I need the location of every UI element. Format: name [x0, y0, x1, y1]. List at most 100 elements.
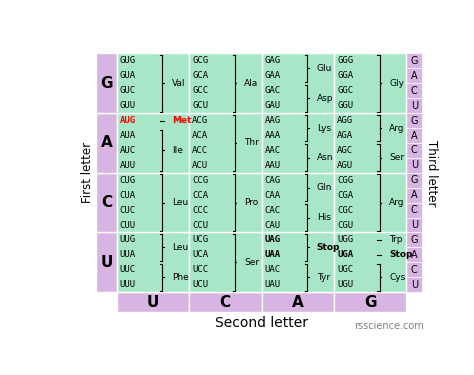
Text: UGC: UGC	[337, 265, 353, 274]
Text: Cys: Cys	[389, 273, 406, 282]
Text: Pro: Pro	[244, 198, 259, 207]
Text: AAC: AAC	[264, 146, 281, 155]
Text: Val: Val	[172, 79, 185, 88]
Text: Arg: Arg	[389, 198, 405, 207]
Bar	[406, 248, 422, 262]
Bar	[334, 173, 406, 232]
Text: C: C	[411, 205, 418, 215]
Text: A: A	[411, 130, 418, 141]
Text: C: C	[220, 295, 231, 310]
Text: AUG: AUG	[120, 116, 136, 125]
Text: C: C	[411, 86, 418, 96]
Text: UCC: UCC	[192, 265, 208, 274]
Bar	[406, 128, 422, 143]
Bar	[262, 232, 334, 292]
Text: CUU: CUU	[120, 220, 136, 230]
Text: Ser: Ser	[244, 258, 259, 267]
Text: A: A	[411, 190, 418, 200]
Text: AUA: AUA	[120, 131, 136, 140]
Text: CCU: CCU	[192, 220, 208, 230]
Text: UCA: UCA	[192, 251, 208, 260]
Bar	[117, 232, 189, 292]
Text: UAG: UAG	[264, 236, 281, 244]
Bar	[406, 113, 422, 128]
Bar	[406, 98, 422, 113]
Text: C: C	[411, 265, 418, 275]
Text: Met: Met	[172, 116, 191, 125]
Text: rsscience.com: rsscience.com	[354, 321, 423, 331]
Text: GGG: GGG	[337, 56, 353, 65]
Bar	[406, 83, 422, 98]
Text: GUA: GUA	[120, 71, 136, 80]
Bar	[334, 292, 406, 312]
Text: UGU: UGU	[337, 280, 353, 289]
Text: G: G	[410, 235, 418, 245]
Text: UAA: UAA	[264, 251, 281, 260]
Text: His: His	[317, 213, 331, 222]
Text: AAA: AAA	[264, 131, 281, 140]
Text: Stop: Stop	[389, 251, 413, 260]
Text: UUC: UUC	[120, 265, 136, 274]
Text: Trp: Trp	[389, 236, 403, 244]
Bar	[262, 173, 334, 232]
Text: Leu: Leu	[172, 243, 188, 252]
Text: UAU: UAU	[264, 280, 281, 289]
Text: U: U	[410, 220, 418, 230]
Text: C: C	[101, 195, 112, 210]
Text: UUA: UUA	[120, 251, 136, 260]
Text: Leu: Leu	[172, 198, 188, 207]
Text: AGU: AGU	[337, 161, 353, 170]
Text: UUU: UUU	[120, 280, 136, 289]
Text: AUC: AUC	[120, 146, 136, 155]
Bar	[96, 54, 117, 113]
Bar	[96, 173, 117, 232]
Bar	[334, 54, 406, 113]
Text: Gly: Gly	[389, 79, 404, 88]
Text: UGA: UGA	[337, 251, 353, 260]
Text: Asp: Asp	[317, 94, 333, 103]
Text: CUA: CUA	[120, 191, 136, 200]
Text: GUG: GUG	[120, 56, 136, 65]
Bar	[406, 54, 422, 68]
Bar	[117, 113, 189, 173]
Bar	[406, 158, 422, 173]
Text: CGA: CGA	[337, 191, 353, 200]
Bar	[406, 202, 422, 217]
Text: A: A	[100, 135, 112, 150]
Text: Asn: Asn	[317, 153, 333, 162]
Bar	[406, 188, 422, 202]
Bar	[117, 54, 189, 113]
Text: GAC: GAC	[264, 86, 281, 95]
Bar	[96, 232, 117, 292]
Text: ACC: ACC	[192, 146, 208, 155]
Bar	[189, 54, 262, 113]
Text: GGU: GGU	[337, 101, 353, 110]
Text: GAG: GAG	[264, 56, 281, 65]
Text: C: C	[411, 146, 418, 156]
Text: GGA: GGA	[337, 71, 353, 80]
Text: CGC: CGC	[337, 206, 353, 214]
Bar	[334, 113, 406, 173]
Text: Thr: Thr	[244, 138, 259, 147]
Bar	[189, 173, 262, 232]
Text: G: G	[100, 76, 113, 91]
Text: Ile: Ile	[172, 146, 183, 155]
Text: GCG: GCG	[192, 56, 208, 65]
Text: ACG: ACG	[192, 116, 208, 125]
Text: G: G	[410, 116, 418, 126]
Bar	[406, 217, 422, 232]
Bar	[262, 292, 334, 312]
Text: U: U	[146, 295, 159, 310]
Text: GUU: GUU	[120, 101, 136, 110]
Text: CGU: CGU	[337, 220, 353, 230]
Text: AGC: AGC	[337, 146, 353, 155]
Text: AAG: AAG	[264, 116, 281, 125]
Text: Arg: Arg	[389, 124, 405, 133]
Bar	[406, 173, 422, 188]
Text: CUC: CUC	[120, 206, 136, 214]
Bar	[406, 68, 422, 83]
Text: ACA: ACA	[192, 131, 208, 140]
Bar	[117, 292, 189, 312]
Bar	[334, 232, 406, 292]
Text: UCU: UCU	[192, 280, 208, 289]
